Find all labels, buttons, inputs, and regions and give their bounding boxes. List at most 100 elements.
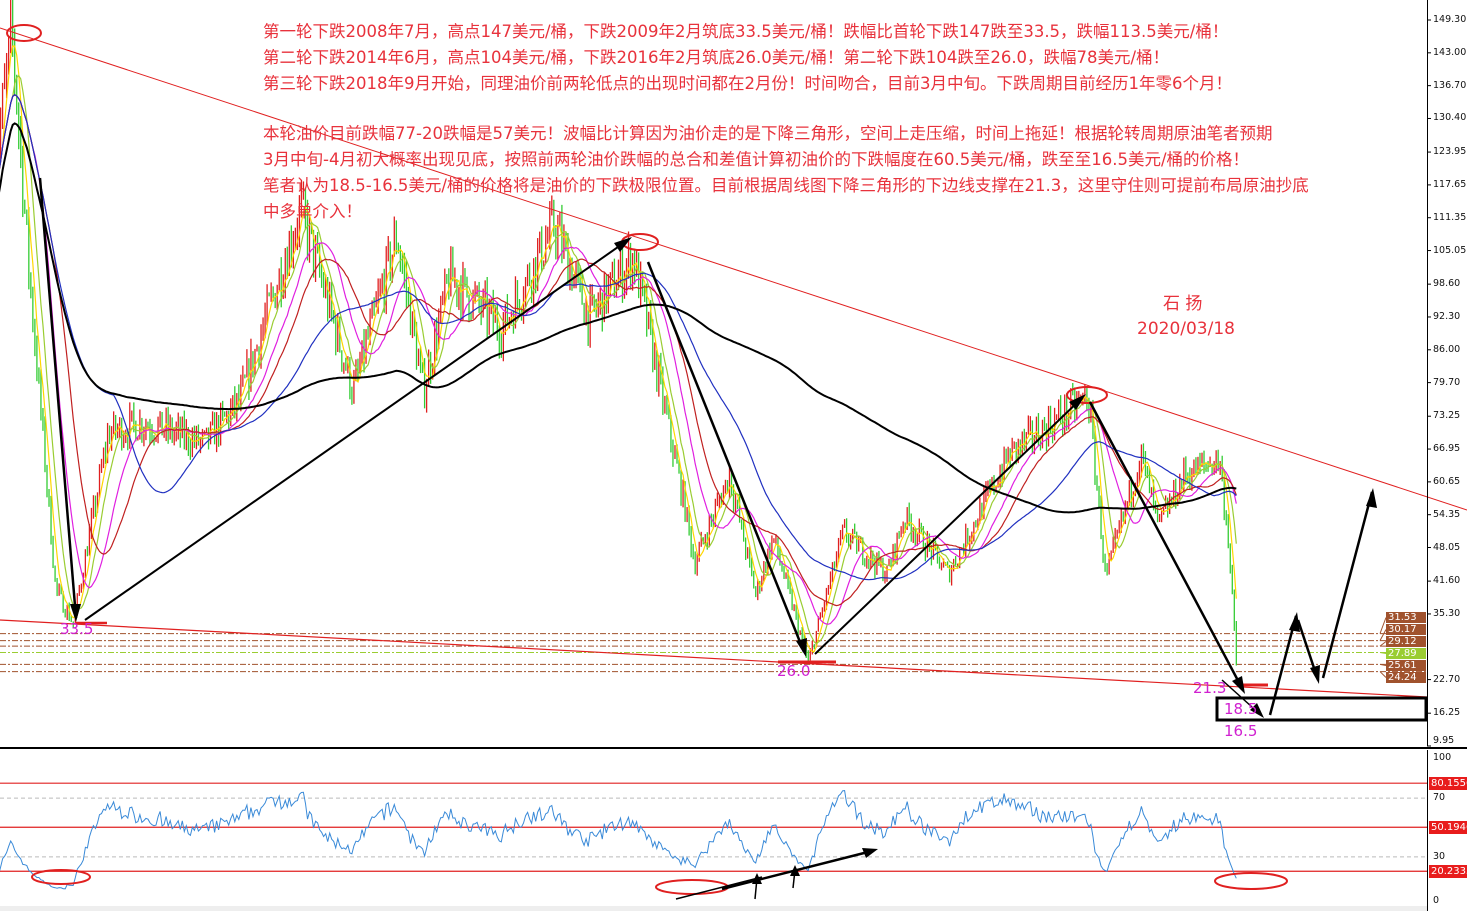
price-tick-label: 143.00 [1433,46,1467,58]
arrowhead-icon [70,604,81,622]
arrow-line [38,177,78,619]
rsi-level-tag: 50.1946 [1429,820,1467,834]
upper-trendline[interactable] [0,27,1467,511]
lower-trendline[interactable] [0,619,1428,698]
arrowhead-icon [1289,612,1300,632]
rsi-low-2009-ellipse [31,869,91,885]
arrowhead-icon [796,638,807,657]
arrowhead-icon [1069,394,1086,410]
rsi-line [0,790,1237,890]
price-tag: 30.17 [1386,624,1426,635]
price-tag: 29.12 [1386,636,1426,647]
arrowhead-icon [752,873,762,884]
moving-averages [0,45,1237,653]
price-tick-label: 117.65 [1433,178,1467,190]
arrow-heads [70,237,1377,718]
rsi-tick-label: 70 [1433,792,1446,804]
candles [0,0,1237,666]
rsi-tick-label: 100 [1433,752,1452,763]
analysis-note: 第一轮下跌2008年7月，高点147美元/桶，下跌2009年2月筑底33.5美元… [263,22,1229,41]
forecast-arrows [38,177,1374,717]
arrow-line [84,239,629,621]
rsi-drawings [31,848,1288,900]
ma-10-line [0,74,1237,645]
analysis-note: 3月中旬-4月初大概率出现见底，按照前两轮油价跌幅的总合和差值计算初油价的下跌幅… [263,150,1250,169]
price-tick-label: 136.70 [1433,79,1467,91]
arrowhead-icon [790,865,800,876]
price-tag: 31.53 [1386,612,1426,623]
price-tick-label: 73.25 [1433,410,1461,422]
author-date: 2020/03/18 [1137,319,1235,339]
price-tag-leader [1379,617,1387,634]
target-low-label: 16.5 [1224,722,1258,740]
target-high-label: 18.5 [1224,700,1258,718]
price-tick-label: 41.60 [1433,575,1461,587]
ma-60-line [0,93,1237,581]
ma-30-line [0,93,1237,607]
rsi-low-2020-ellipse [1214,872,1288,890]
price-tag: 25.61 [1386,660,1426,671]
rsi-level-tag: 20.2335 [1429,864,1467,878]
arrow-line [646,261,806,653]
arrowhead-icon [1366,488,1377,508]
ma-20-line [0,93,1237,625]
arrow-line [1268,615,1298,716]
price-tag-leader [1379,671,1387,678]
ma-200-line [0,122,1237,514]
rsi-tick-label: 30 [1433,850,1446,862]
price-tick-label: 48.05 [1433,541,1461,553]
arrowhead-icon [614,237,632,252]
arrowhead-icon [1250,703,1264,718]
price-tick-label: 98.60 [1433,278,1461,290]
price-tick-label: 16.25 [1433,707,1461,719]
price-tick-label: 105.05 [1433,244,1467,256]
price-tick-label: 54.35 [1433,508,1461,520]
arrowhead-icon [1310,665,1320,684]
price-tick-label: 149.30 [1433,14,1467,25]
drawings [0,24,1467,900]
arrowhead-icon [1232,676,1245,694]
price-tick-label: 92.30 [1433,310,1461,322]
low2-label: 26.0 [777,662,811,680]
analysis-note: 第三轮下跌2018年9月开始，同理油价前两轮低点的出现时间都在2月份！时间吻合，… [263,74,1232,93]
price-tag: 27.89 [1386,648,1426,659]
price-tag-leader [1379,663,1387,666]
analysis-note: 本轮油价目前跌幅77-20跌幅是57美元！波幅比计算因为油价走的是下降三角形，空… [263,124,1273,143]
price-tag: 24.24 [1386,672,1426,683]
rsi-tick-label: 0 [1433,895,1440,906]
peak-2008-ellipse [6,24,42,42]
analysis-note: 中多单介入！ [263,202,362,221]
price-tick-label: 35.30 [1433,607,1461,619]
support-label: 21.3 [1193,679,1227,697]
price-tick-label: 66.95 [1433,443,1461,455]
price-tag-leader [1379,629,1387,641]
price-tick-label: 79.70 [1433,376,1461,388]
peak-2018-ellipse [1066,386,1108,404]
target-zone-box [1215,696,1428,722]
rsi-level-tag: 80.1556 [1429,776,1467,790]
price-tick-label: 60.65 [1433,475,1461,487]
rsi-low-2016-ellipse [655,879,729,895]
analysis-notes: 第一轮下跌2008年7月，高点147美元/桶，下跌2009年2月筑底33.5美元… [263,19,1413,225]
price-tag-leader [1379,652,1387,654]
price-tick-label: 9.95 [1433,735,1455,746]
analysis-note: 笔者认为18.5-16.5美元/桶的价格将是油价的下跌极限位置。目前根据周线图下… [263,176,1309,195]
analysis-note: 第二轮下跌2014年6月，高点104美元/桶，下跌2016年2月筑底26.0美元… [263,48,1170,67]
arrow-line [1088,401,1245,691]
arrowhead-icon [862,848,878,858]
price-tick-label: 86.00 [1433,343,1461,355]
author-name: 石 扬 [1163,294,1203,314]
price-tick-label: 123.95 [1433,146,1467,158]
rsi-arrow-line [675,876,763,900]
price-tag-leader [1379,641,1387,647]
bottom-scrollbar[interactable] [0,906,1427,911]
arrow-line [814,397,1083,655]
low1-label: 33.5 [60,620,94,638]
note-spacer [263,97,1413,121]
price-level-lines [0,617,1427,678]
price-tick-label: 130.40 [1433,112,1467,124]
price-tick-label: 111.35 [1433,211,1467,223]
rsi-pane [0,782,1427,890]
